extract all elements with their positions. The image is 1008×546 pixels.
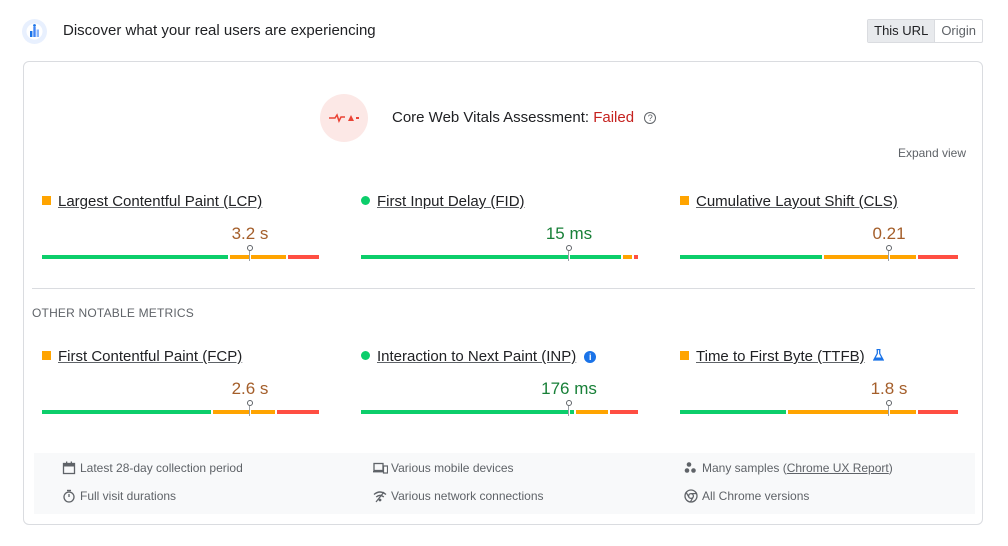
metric-title: Time to First Byte (TTFB)	[680, 348, 884, 365]
toggle-this-url[interactable]: This URL	[868, 20, 936, 42]
collection-period-text: Latest 28-day collection period	[80, 461, 243, 475]
metric-first-input-delay: First Input Delay (FID) 15 ms	[361, 193, 639, 263]
good-segment	[361, 410, 574, 414]
poor-segment	[610, 410, 638, 414]
metric-title: Cumulative Layout Shift (CLS)	[680, 193, 898, 210]
good-marker-icon	[361, 351, 370, 360]
info-icon[interactable]: i	[584, 351, 597, 363]
section-divider	[32, 288, 975, 289]
stopwatch-icon	[63, 489, 75, 503]
failed-assessment-icon	[320, 94, 368, 142]
metric-title: Largest Contentful Paint (LCP)	[42, 193, 262, 210]
good-marker-icon	[361, 196, 370, 205]
metric-name-link[interactable]: First Contentful Paint (FCP)	[58, 348, 243, 365]
poor-segment	[634, 255, 638, 259]
metric-name-link[interactable]: Cumulative Layout Shift (CLS)	[696, 193, 898, 210]
good-segment	[42, 255, 228, 259]
percentile-marker	[565, 245, 573, 261]
field-data-card: Core Web Vitals Assessment: Failed ? Exp…	[23, 61, 983, 525]
metric-largest-contentful-paint: Largest Contentful Paint (LCP) 3.2 s	[42, 193, 320, 263]
poor-segment	[918, 255, 958, 259]
poor-segment	[288, 255, 319, 259]
expand-view-button[interactable]: Expand view	[897, 146, 966, 160]
percentile-marker	[885, 400, 893, 416]
network-text: Various network connections	[391, 489, 544, 503]
needs-improvement-segment	[213, 410, 275, 414]
poor-segment	[277, 410, 319, 414]
metric-value: 0.21	[872, 224, 906, 243]
metric-name-link[interactable]: Largest Contentful Paint (LCP)	[58, 193, 263, 210]
metric-title: Interaction to Next Paint (INP) i	[361, 348, 597, 365]
samples-icon	[684, 462, 696, 473]
devices-text: Various mobile devices	[391, 461, 514, 475]
needs-improvement-marker-icon	[42, 351, 51, 360]
other-metrics-heading: OTHER NOTABLE METRICS	[32, 306, 194, 320]
good-segment	[680, 410, 786, 414]
calendar-icon	[62, 461, 76, 475]
metric-cumulative-layout-shift: Cumulative Layout Shift (CLS) 0.21	[680, 193, 958, 263]
header-title: Discover what your real users are experi…	[63, 22, 376, 39]
devices-icon	[373, 462, 388, 474]
distribution-bar	[680, 400, 958, 416]
metric-interaction-to-next-paint: Interaction to Next Paint (INP) i 176 ms	[361, 348, 639, 418]
distribution-bar	[361, 400, 638, 416]
metric-value: 1.8 s	[870, 379, 908, 398]
distribution-bar	[361, 245, 638, 261]
crux-logo-icon	[22, 19, 47, 44]
chrome-ux-report-link[interactable]: Chrome UX Report	[786, 461, 889, 475]
distribution-bar	[680, 245, 958, 261]
metric-name-link[interactable]: Interaction to Next Paint (INP)	[377, 348, 577, 365]
assessment-status: Failed	[593, 109, 635, 126]
assessment-label: Core Web Vitals Assessment:	[392, 109, 590, 126]
metric-value: 15 ms	[545, 224, 593, 243]
metric-title: First Input Delay (FID)	[361, 193, 525, 210]
chrome-icon	[684, 489, 698, 503]
metric-name-link[interactable]: First Input Delay (FID)	[377, 193, 525, 210]
good-segment	[680, 255, 822, 259]
percentile-marker	[885, 245, 893, 261]
assessment-text: Core Web Vitals Assessment: Failed ?	[392, 109, 657, 126]
metric-name-link[interactable]: Time to First Byte (TTFB)	[696, 348, 865, 365]
good-segment	[42, 410, 211, 414]
field-data-header: Discover what your real users are experi…	[22, 16, 983, 48]
metric-value: 2.6 s	[231, 379, 269, 398]
needs-improvement-segment	[230, 255, 286, 259]
lab-flask-icon[interactable]	[872, 348, 884, 365]
chrome-versions-text: All Chrome versions	[702, 489, 810, 503]
metric-value: 3.2 s	[231, 224, 269, 243]
percentile-marker	[246, 245, 254, 261]
distribution-bar	[42, 245, 319, 261]
url-origin-toggle[interactable]: This URL Origin	[867, 19, 983, 43]
metric-title: First Contentful Paint (FCP)	[42, 348, 242, 365]
needs-improvement-segment	[576, 410, 608, 414]
percentile-marker	[246, 400, 254, 416]
collection-details-footer: Latest 28-day collection period Full vis…	[34, 453, 975, 514]
needs-improvement-marker-icon	[42, 196, 51, 205]
distribution-bar	[42, 400, 319, 416]
wifi-icon	[373, 491, 387, 503]
visit-duration-text: Full visit durations	[80, 489, 177, 503]
metric-time-to-first-byte: Time to First Byte (TTFB) 1.8 s	[680, 348, 958, 418]
needs-improvement-segment	[824, 255, 916, 259]
metric-value: 176 ms	[541, 379, 597, 398]
needs-improvement-segment	[788, 410, 916, 414]
needs-improvement-marker-icon	[680, 351, 689, 360]
needs-improvement-segment	[623, 255, 632, 259]
needs-improvement-marker-icon	[680, 196, 689, 205]
samples-text: Many samples (Chrome UX Report)	[702, 461, 893, 475]
help-icon[interactable]: ?	[644, 112, 657, 124]
good-segment	[361, 255, 621, 259]
poor-segment	[918, 410, 958, 414]
metric-first-contentful-paint: First Contentful Paint (FCP) 2.6 s	[42, 348, 320, 418]
toggle-origin[interactable]: Origin	[941, 23, 976, 38]
percentile-marker	[565, 400, 573, 416]
